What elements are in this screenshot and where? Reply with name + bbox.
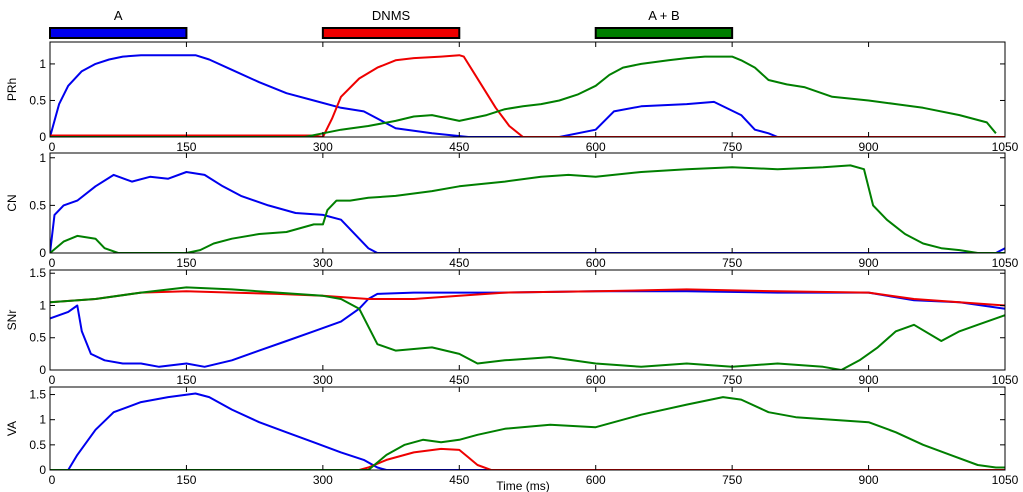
- panel-va: 0 150 300 450 600 750 900 1050 0 0.5 1 1.5 VA: [5, 386, 1019, 487]
- panel-cn: 0 150 300 450 600 750 900 1050 0 0.5 1 CN: [5, 151, 1019, 270]
- series-line-2-1: [50, 288, 1005, 307]
- series-line-1-0: [50, 171, 1005, 253]
- series-line-3-2: [50, 396, 1005, 470]
- x-tick-label: 450: [449, 256, 469, 270]
- x-tick-label: 300: [313, 473, 333, 487]
- x-tick-label: 300: [313, 140, 333, 154]
- y-axis-label: VA: [5, 421, 19, 436]
- series-line-0-0: [50, 54, 1005, 137]
- x-tick-label: 450: [449, 473, 469, 487]
- y-tick-label: 0: [39, 463, 46, 477]
- series-line-2-2: [50, 286, 1005, 370]
- y-tick-label: 0.5: [29, 198, 46, 212]
- x-tick-label: 750: [722, 140, 742, 154]
- axes-frame: [49, 386, 1006, 471]
- x-tick-label: 0: [49, 140, 56, 154]
- y-axis-label: CN: [5, 194, 19, 211]
- x-tick-label: 150: [176, 373, 196, 387]
- x-tick-label: 150: [176, 473, 196, 487]
- series-line-0-1: [50, 54, 1005, 137]
- x-tick-label: 0: [49, 473, 56, 487]
- x-tick-label: 900: [859, 473, 879, 487]
- stimulus-bar-2: [594, 27, 734, 39]
- stimulus-bar-1: [321, 27, 461, 39]
- series-line-1-1: [50, 164, 1005, 253]
- y-axis-label: PRh: [5, 78, 19, 101]
- y-tick-label: 0.5: [29, 331, 46, 345]
- x-tick-label: 0: [49, 256, 56, 270]
- y-tick-label: 0.5: [29, 93, 46, 107]
- x-tick-label: 1050: [992, 256, 1019, 270]
- stimulus-label-0: A: [114, 8, 123, 23]
- y-tick-label: 0: [39, 130, 46, 144]
- x-tick-label: 300: [313, 373, 333, 387]
- y-tick-label: 0.5: [29, 438, 46, 452]
- x-tick-label: 450: [449, 140, 469, 154]
- x-axis-label: Time (ms): [496, 479, 550, 492]
- y-tick-label: 1.5: [29, 266, 46, 280]
- stimulus-label-2: A + B: [648, 8, 679, 23]
- x-tick-label: 900: [859, 140, 879, 154]
- x-tick-label: 600: [586, 373, 606, 387]
- y-tick-label: 0: [39, 246, 46, 260]
- x-tick-label: 750: [722, 373, 742, 387]
- y-tick-label: 1: [39, 151, 46, 165]
- y-tick-label: 1: [39, 57, 46, 71]
- panel-snr: 0 150 300 450 600 750 900 1050 0 0.5 1 1.5 SNr: [5, 266, 1019, 387]
- series-line-2-0: [50, 290, 1005, 368]
- x-tick-label: 0: [49, 373, 56, 387]
- series-line-3-0: [50, 392, 1005, 470]
- x-tick-label: 1050: [992, 473, 1019, 487]
- stimulus-bar-0: [49, 27, 188, 39]
- y-tick-label: 1.5: [29, 388, 46, 402]
- series-line-3-1: [50, 447, 1005, 470]
- x-tick-label: 150: [176, 256, 196, 270]
- x-tick-label: 600: [586, 256, 606, 270]
- y-tick-label: 0: [39, 363, 46, 377]
- y-tick-label: 1: [39, 298, 46, 312]
- x-tick-label: 900: [859, 256, 879, 270]
- x-tick-label: 600: [586, 140, 606, 154]
- x-tick-label: 1050: [992, 373, 1019, 387]
- x-tick-label: 1050: [992, 140, 1019, 154]
- x-tick-label: 600: [586, 473, 606, 487]
- y-tick-label: 1: [39, 413, 46, 427]
- x-tick-label: 450: [449, 373, 469, 387]
- y-axis-label: SNr: [5, 310, 19, 331]
- panels: 0 150 300 450 600 750 900 1050 0 0.5 1 PRh 0 150 300 45…: [5, 41, 1019, 487]
- x-tick-label: 900: [859, 373, 879, 387]
- x-tick-label: 150: [176, 140, 196, 154]
- x-tick-label: 750: [722, 256, 742, 270]
- x-tick-label: 300: [313, 256, 333, 270]
- stimulus-bars: A DNMS A + B: [49, 8, 734, 39]
- axes-frame: [49, 269, 1006, 371]
- stimulus-label-1: DNMS: [372, 8, 411, 23]
- x-tick-label: 750: [722, 473, 742, 487]
- axes-frame: [49, 152, 1006, 254]
- axes-frame: [49, 41, 1006, 138]
- series-line-0-2: [50, 55, 997, 137]
- panel-prh: 0 150 300 450 600 750 900 1050 0 0.5 1 PRh: [5, 41, 1019, 154]
